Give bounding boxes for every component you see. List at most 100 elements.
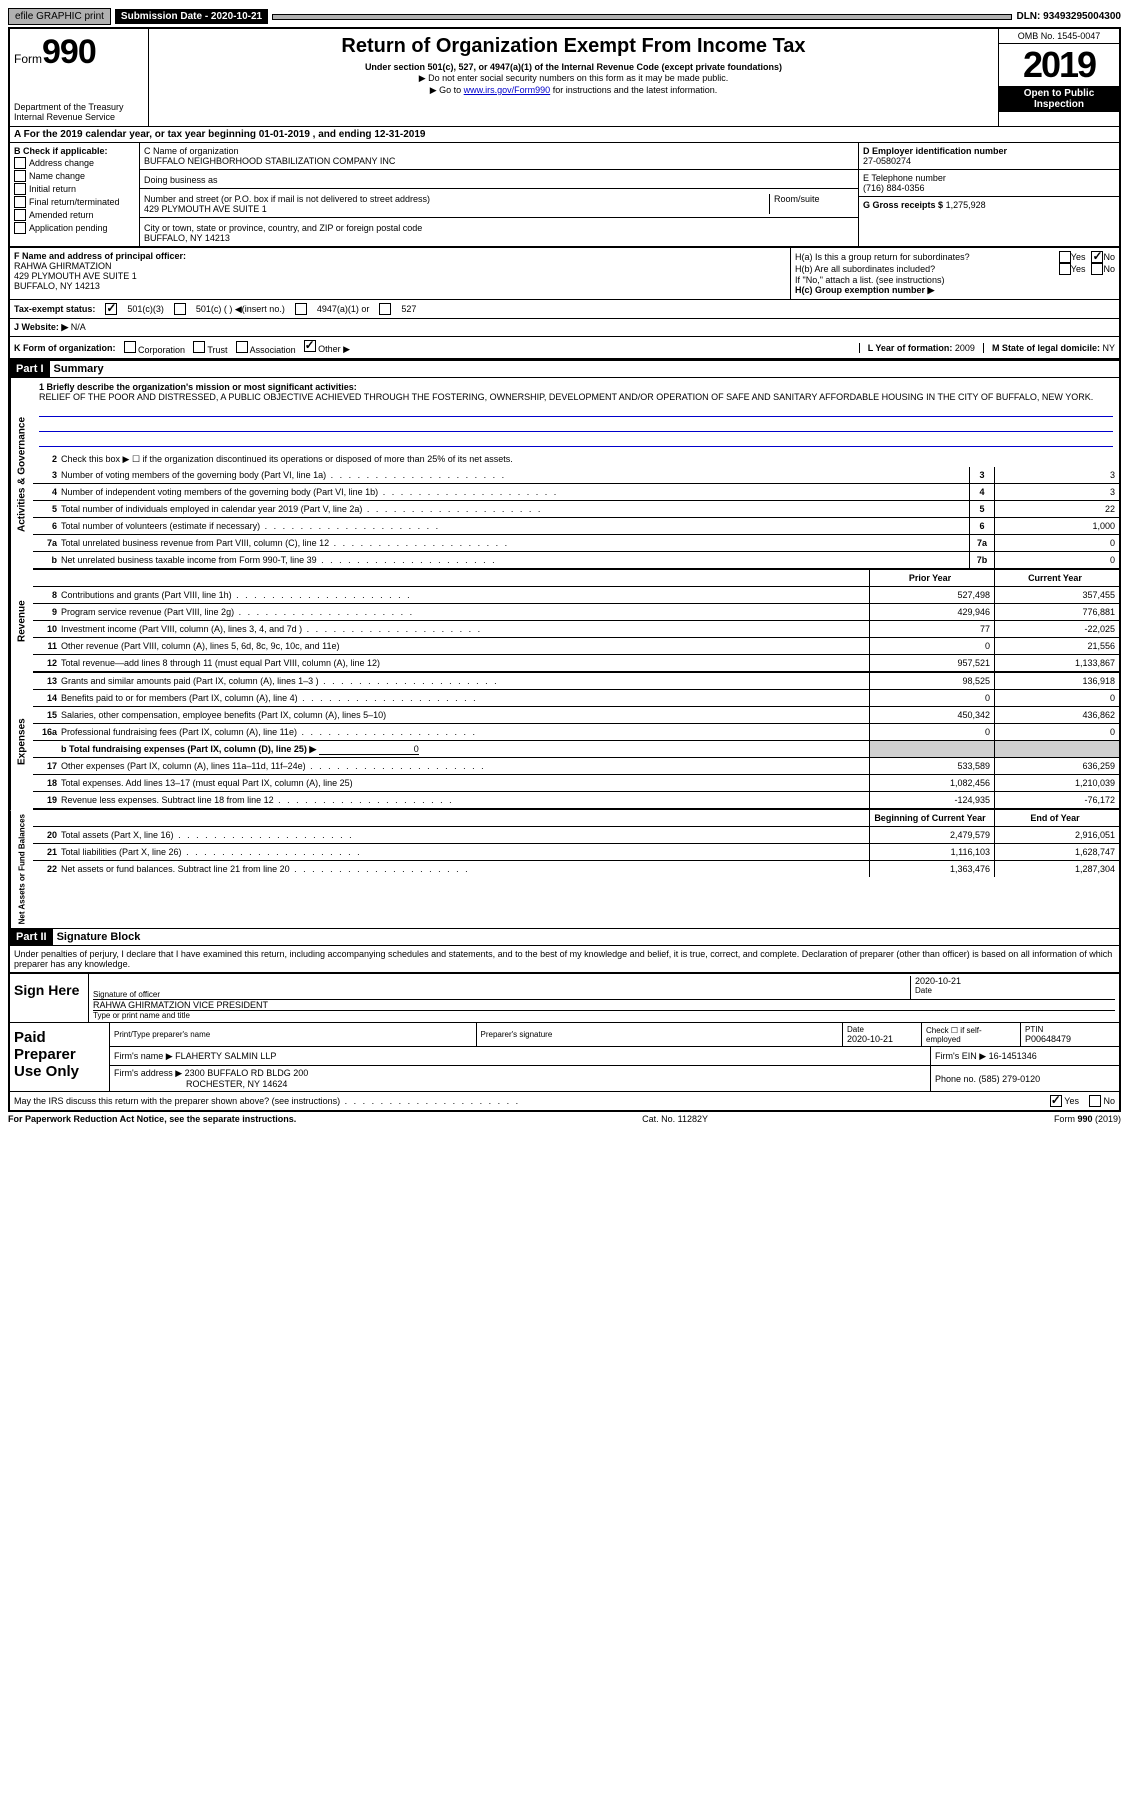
omb-number: OMB No. 1545-0047 [999,29,1119,44]
officer-addr2: BUFFALO, NY 14213 [14,281,786,291]
l15-prior: 450,342 [869,707,994,723]
city-state-zip: BUFFALO, NY 14213 [144,233,854,243]
current-year-header: Current Year [994,570,1119,586]
l19-prior: -124,935 [869,792,994,808]
l16a-current: 0 [994,724,1119,740]
line-3-val: 3 [994,467,1119,483]
city-label: City or town, state or province, country… [144,223,854,233]
cb-discuss-yes[interactable] [1050,1095,1062,1107]
cb-address-change[interactable] [14,157,26,169]
netassets-label: Net Assets or Fund Balances [10,810,33,928]
line-5-label: Total number of individuals employed in … [61,502,969,516]
cb-name-change[interactable] [14,170,26,182]
gross-label: G Gross receipts $ [863,200,943,210]
cb-4947[interactable] [295,303,307,315]
tax-exempt-label: Tax-exempt status: [14,304,95,314]
line-3-label: Number of voting members of the governin… [61,468,969,482]
line-2: Check this box ▶ ☐ if the organization d… [61,452,1119,467]
cb-sub-yes[interactable] [1059,263,1071,275]
part1-title: Summary [50,363,104,375]
cb-group-no[interactable] [1091,251,1103,263]
subtitle-1: Under section 501(c), 527, or 4947(a)(1)… [155,62,992,72]
cb-discuss-no[interactable] [1089,1095,1101,1107]
cb-trust[interactable] [193,341,205,353]
l9-current: 776,881 [994,604,1119,620]
prior-year-header: Prior Year [869,570,994,586]
l9-prior: 429,946 [869,604,994,620]
l13-prior: 98,525 [869,673,994,689]
cb-other[interactable] [304,340,316,352]
cb-amended[interactable] [14,209,26,221]
sign-here-label: Sign Here [10,974,89,1022]
cb-app-pending[interactable] [14,222,26,234]
l12-prior: 957,521 [869,655,994,671]
main-title: Return of Organization Exempt From Incom… [155,35,992,58]
line-6-label: Total number of volunteers (estimate if … [61,519,969,533]
line-4-label: Number of independent voting members of … [61,485,969,499]
state-domicile: NY [1102,343,1115,353]
line-7b-label: Net unrelated business taxable income fr… [61,553,969,567]
l8-prior: 527,498 [869,587,994,603]
officer-label: F Name and address of principal officer: [14,251,786,261]
open-public-1: Open to Public [1001,88,1117,99]
paid-prep-label: Paid Preparer Use Only [10,1023,110,1091]
top-bar: efile GRAPHIC print Submission Date - 20… [8,8,1121,25]
l19-current: -76,172 [994,792,1119,808]
line-4-val: 3 [994,484,1119,500]
mission-text: RELIEF OF THE POOR AND DISTRESSED, A PUB… [39,392,1113,402]
firm-addr1: 2300 BUFFALO RD BLDG 200 [185,1068,309,1078]
begin-year-header: Beginning of Current Year [869,810,994,826]
officer-addr1: 429 PLYMOUTH AVE SUITE 1 [14,271,786,281]
line-7a-val: 0 [994,535,1119,551]
l22-current: 1,287,304 [994,861,1119,877]
cb-501c3[interactable] [105,303,117,315]
subtitle-2: ▶ Do not enter social security numbers o… [155,73,992,84]
ha-label: H(a) Is this a group return for subordin… [795,252,1059,262]
cb-sub-no[interactable] [1091,263,1103,275]
form-number: 990 [42,33,96,71]
l13-current: 136,918 [994,673,1119,689]
l20-current: 2,916,051 [994,827,1119,843]
sub3-pre: ▶ Go to [430,85,464,95]
name-title-label: Type or print name and title [93,1010,1115,1020]
hc-label: H(c) Group exemption number ▶ [795,285,1115,296]
l12-current: 1,133,867 [994,655,1119,671]
part2-header: Part II [10,929,53,945]
l11-current: 21,556 [994,638,1119,654]
submission-date: Submission Date - 2020-10-21 [115,9,268,24]
l10-current: -22,025 [994,621,1119,637]
cb-group-yes[interactable] [1059,251,1071,263]
phone: (716) 884-0356 [863,183,1115,193]
cb-initial-return[interactable] [14,183,26,195]
hb-note: If "No," attach a list. (see instruction… [795,275,1115,285]
l8-current: 357,455 [994,587,1119,603]
mission-label: 1 Briefly describe the organization's mi… [39,382,1113,392]
l15-current: 436,862 [994,707,1119,723]
dept-irs: Internal Revenue Service [14,112,144,122]
ein-label: D Employer identification number [863,146,1115,156]
title-row: Form990 Department of the Treasury Inter… [10,29,1119,127]
form-prefix: Form [14,52,42,66]
tax-year: 2019 [999,44,1119,86]
name-label: C Name of organization [144,146,854,156]
end-year-header: End of Year [994,810,1119,826]
l14-current: 0 [994,690,1119,706]
line-5-val: 22 [994,501,1119,517]
l17-current: 636,259 [994,758,1119,774]
cb-corp[interactable] [124,341,136,353]
prep-date: 2020-10-21 [847,1034,893,1044]
ptin: P00648479 [1025,1034,1071,1044]
footer-mid: Cat. No. 11282Y [642,1114,708,1124]
line-7b-val: 0 [994,552,1119,568]
cb-501c[interactable] [174,303,186,315]
year-formation: 2009 [955,343,975,353]
addr-label: Number and street (or P.O. box if mail i… [144,194,769,204]
website-label: J Website: ▶ [14,322,68,332]
cb-527[interactable] [379,303,391,315]
l16b-val: 0 [319,744,419,755]
instructions-link[interactable]: www.irs.gov/Form990 [464,85,551,95]
cb-assoc[interactable] [236,341,248,353]
sub3-post: for instructions and the latest informat… [550,85,717,95]
cb-final-return[interactable] [14,196,26,208]
line-7a-label: Total unrelated business revenue from Pa… [61,536,969,550]
